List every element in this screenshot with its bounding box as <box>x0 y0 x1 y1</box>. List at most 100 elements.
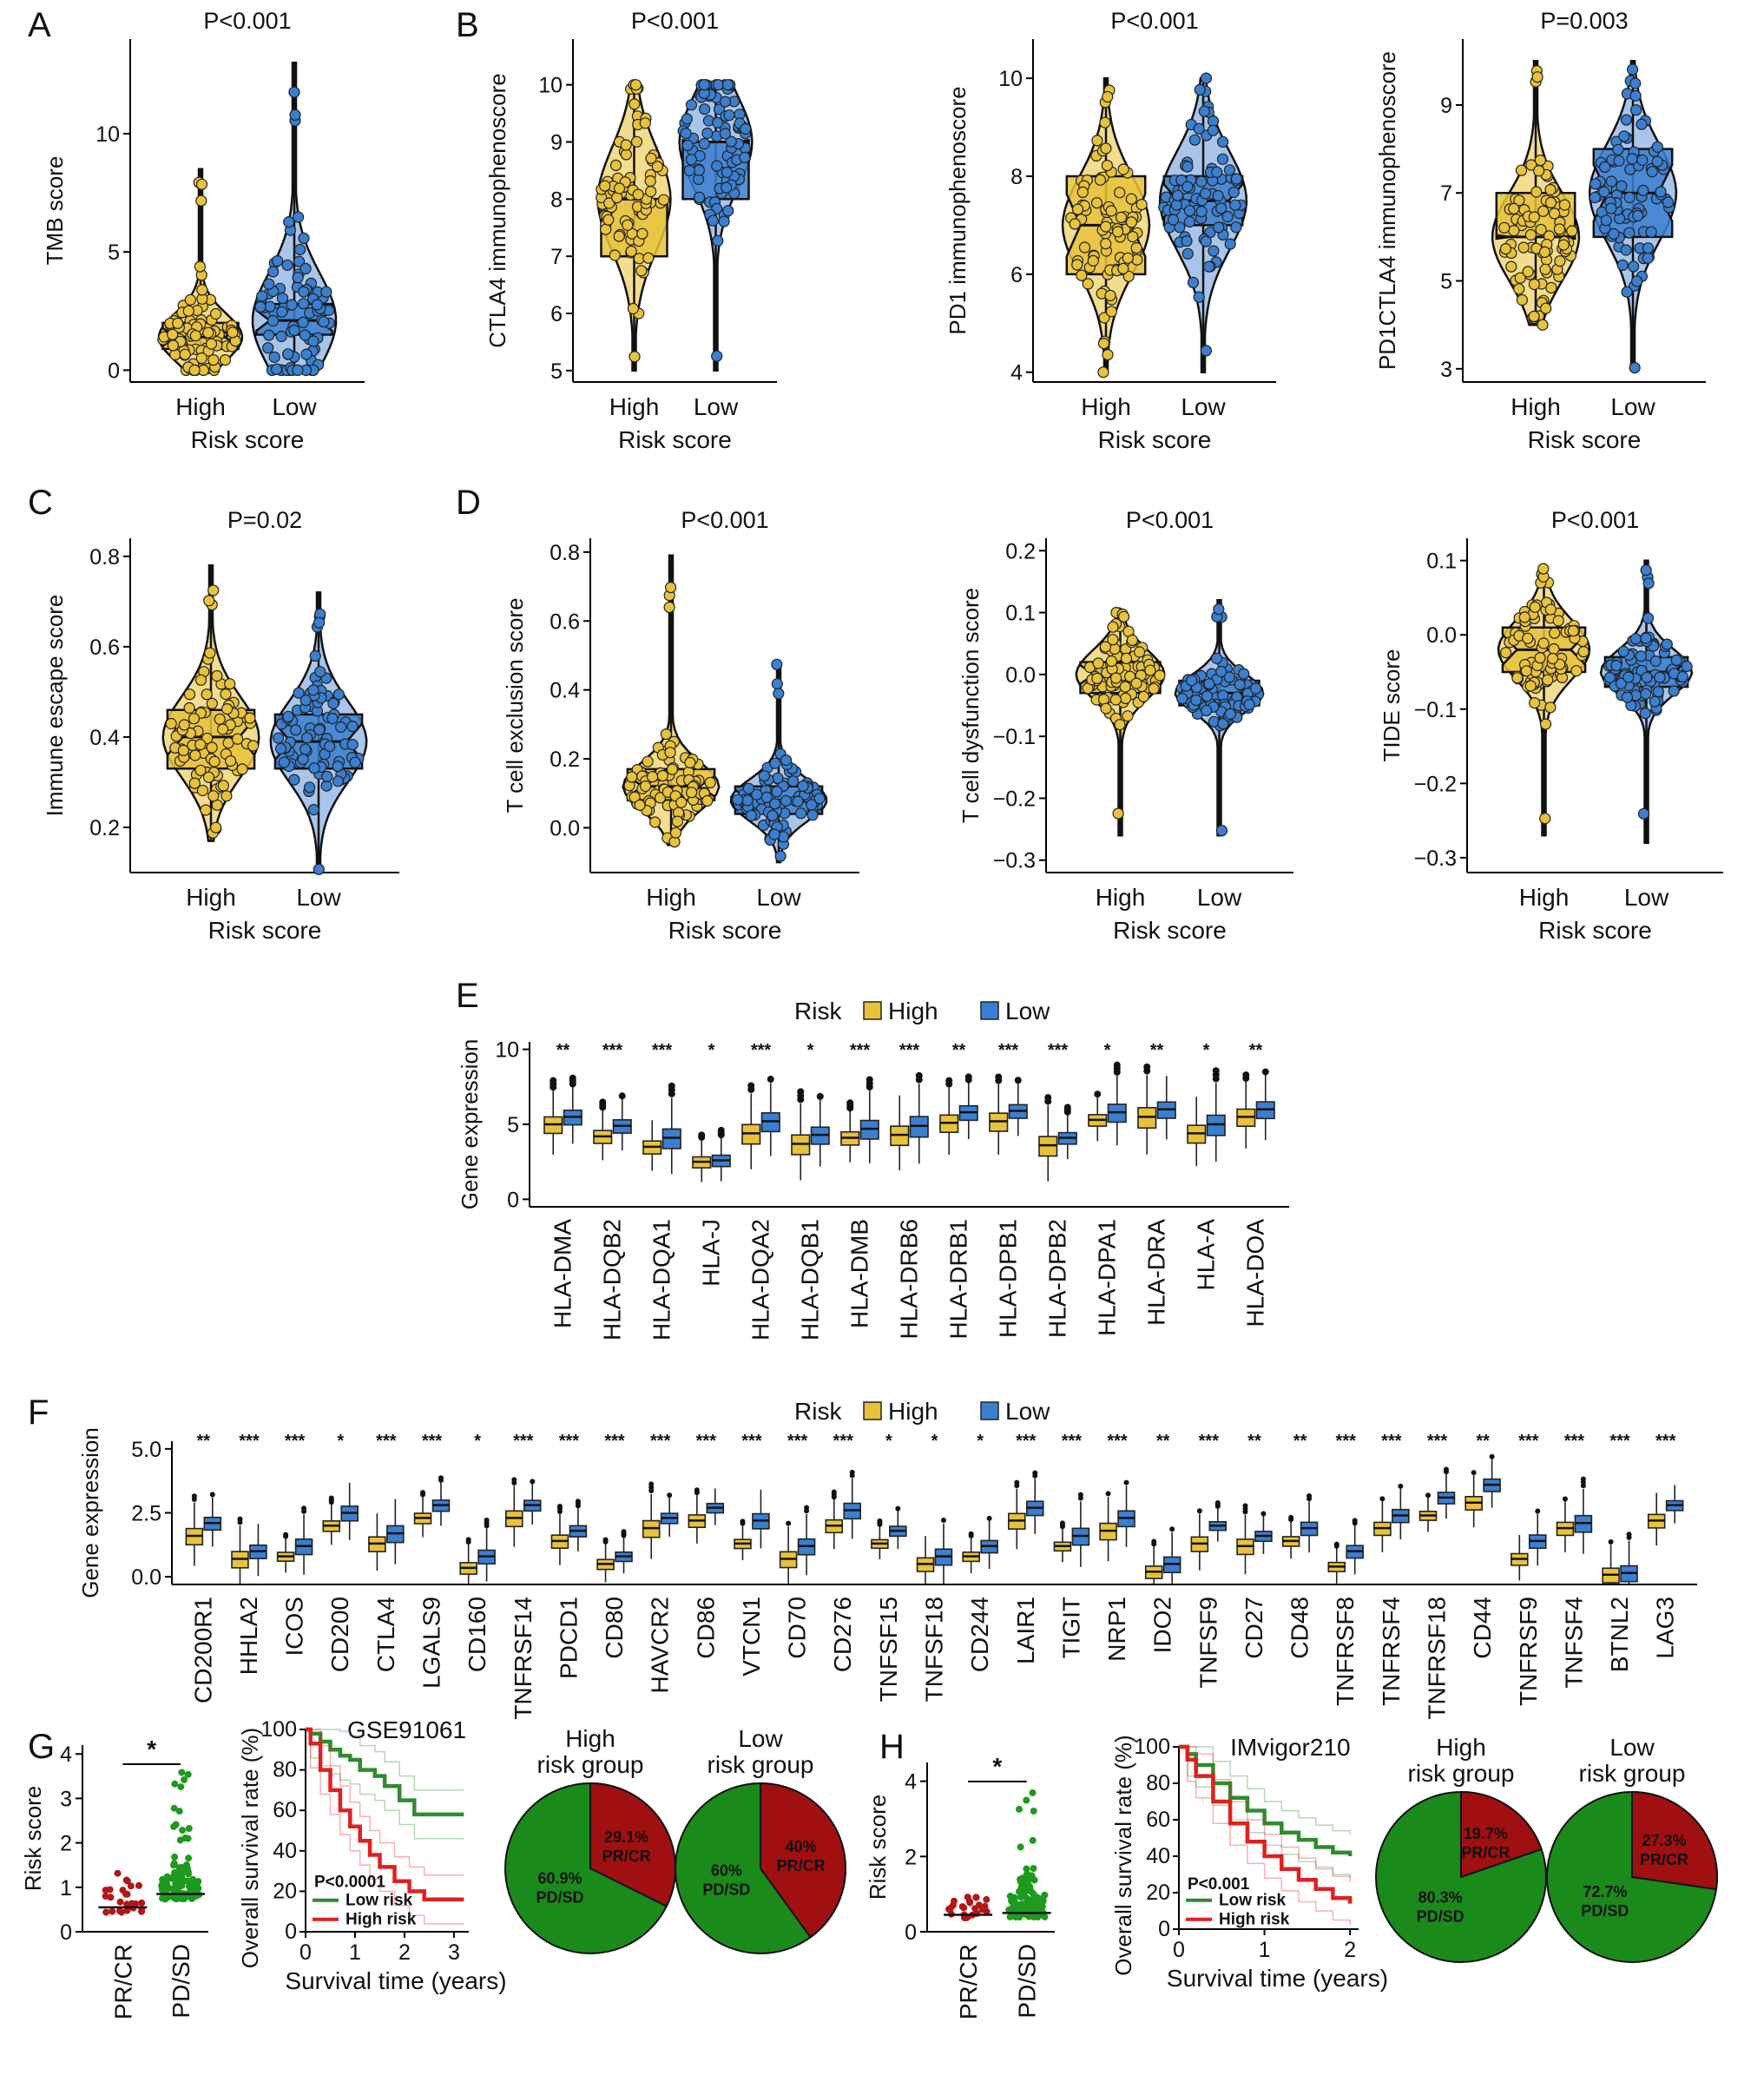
data-point <box>1217 717 1229 730</box>
significance-hla-drb6: *** <box>899 1041 920 1060</box>
data-point <box>1195 206 1208 218</box>
data-point <box>1023 1865 1030 1873</box>
data-point <box>1199 188 1212 200</box>
data-point <box>1201 690 1214 702</box>
data-point <box>1621 286 1633 298</box>
data-point <box>179 1827 187 1835</box>
data-point <box>1215 825 1228 837</box>
significance-icos: *** <box>285 1432 306 1451</box>
y-axis-title: Overall survival rate (%) <box>237 1728 263 1968</box>
data-point <box>1499 647 1512 659</box>
data-point <box>1230 221 1242 234</box>
data-point <box>268 351 280 363</box>
data-point <box>1537 563 1550 575</box>
km-line-high-risk <box>306 1727 464 1901</box>
data-point <box>183 688 196 701</box>
outlier <box>569 1074 576 1082</box>
outlier <box>1014 1479 1020 1485</box>
data-point <box>178 1870 186 1878</box>
data-point <box>1120 652 1133 665</box>
data-point <box>290 724 302 736</box>
data-point <box>1649 655 1662 668</box>
data-point <box>1017 1894 1025 1901</box>
data-point <box>771 786 783 798</box>
km-legend-label: High risk <box>1219 1911 1290 1929</box>
x-tick-label-lgals9: LGALS9 <box>418 1597 445 1689</box>
y-tick-label: 2 <box>905 1845 917 1869</box>
data-point <box>1097 366 1109 379</box>
x-tick-label-cd48: CD48 <box>1287 1597 1313 1659</box>
significance-cd27: ** <box>1247 1432 1261 1451</box>
data-point <box>1529 601 1541 613</box>
data-point <box>1620 244 1632 256</box>
data-point <box>1023 1796 1030 1804</box>
y-tick-label: 40 <box>273 1839 297 1863</box>
data-point <box>1126 634 1139 647</box>
significance-hla-dqa1: *** <box>652 1041 673 1060</box>
data-point <box>109 1907 116 1915</box>
data-point <box>711 160 723 172</box>
km-title: IMvigor210 <box>1230 1734 1351 1761</box>
x-tick-label-hla-dpb2: HLA-DPB2 <box>1044 1219 1071 1338</box>
data-point <box>1213 221 1225 234</box>
data-point <box>188 364 201 376</box>
data-point <box>768 828 780 840</box>
pie-label-pr-cr: PR/CR <box>1640 1851 1688 1868</box>
pie-value-pd-sd: 72.7% <box>1583 1883 1627 1900</box>
data-point <box>1092 657 1104 669</box>
data-point <box>195 352 207 365</box>
data-point <box>1668 685 1680 697</box>
data-point <box>1518 611 1531 623</box>
data-point <box>1525 159 1537 171</box>
outlier <box>328 1495 334 1501</box>
y-tick-label: 0.0 <box>550 816 580 840</box>
data-point <box>1029 1788 1037 1796</box>
data-point <box>1115 211 1128 223</box>
p-value: P<0.001 <box>681 507 768 533</box>
x-tick-label-havcr2: HAVCR2 <box>647 1597 674 1694</box>
km-line-high-risk <box>1179 1744 1353 1904</box>
data-point <box>1114 718 1126 731</box>
outlier <box>1143 1063 1151 1070</box>
pie-value-pd-sd: 60% <box>711 1862 742 1880</box>
data-point <box>114 1869 122 1877</box>
data-point <box>1170 199 1182 211</box>
data-point <box>648 816 662 828</box>
y-tick-label: 60 <box>1146 1808 1170 1832</box>
pie-title-line1: Low <box>738 1725 783 1752</box>
significance-cd200: * <box>337 1432 344 1451</box>
data-point <box>780 794 793 807</box>
outlier <box>915 1071 923 1079</box>
data-point <box>609 159 622 171</box>
outlier <box>1379 1496 1386 1502</box>
data-point <box>294 243 306 256</box>
data-point <box>1019 1885 1027 1893</box>
outlier <box>550 1077 557 1084</box>
outlier <box>698 1131 706 1139</box>
data-point <box>629 79 642 91</box>
data-point <box>1243 698 1255 711</box>
data-point <box>1195 175 1208 188</box>
y-tick-label: 7 <box>550 245 563 269</box>
data-point <box>693 164 705 176</box>
x-tick-label-hla-dqa1: HLA-DQA1 <box>648 1219 675 1341</box>
data-point <box>983 1895 991 1903</box>
data-point <box>1558 199 1571 211</box>
y-tick-label: 6 <box>1010 263 1023 287</box>
data-point <box>1228 186 1240 199</box>
pie-label-pd-sd: PD/SD <box>1581 1902 1629 1920</box>
x-tick-label-hla-drb1: HLA-DRB1 <box>945 1219 972 1339</box>
data-point <box>135 1881 142 1889</box>
y-tick-label: 5 <box>108 240 120 265</box>
data-point <box>1608 227 1620 240</box>
x-axis-title: Risk score <box>208 917 322 944</box>
data-point <box>1122 270 1135 282</box>
outlier <box>301 1505 307 1512</box>
data-point <box>286 299 298 311</box>
data-point <box>774 850 787 862</box>
outlier <box>1242 1071 1250 1079</box>
outlier <box>1443 1466 1449 1472</box>
data-point <box>1215 665 1228 678</box>
significance-pdcd1: *** <box>559 1432 580 1451</box>
